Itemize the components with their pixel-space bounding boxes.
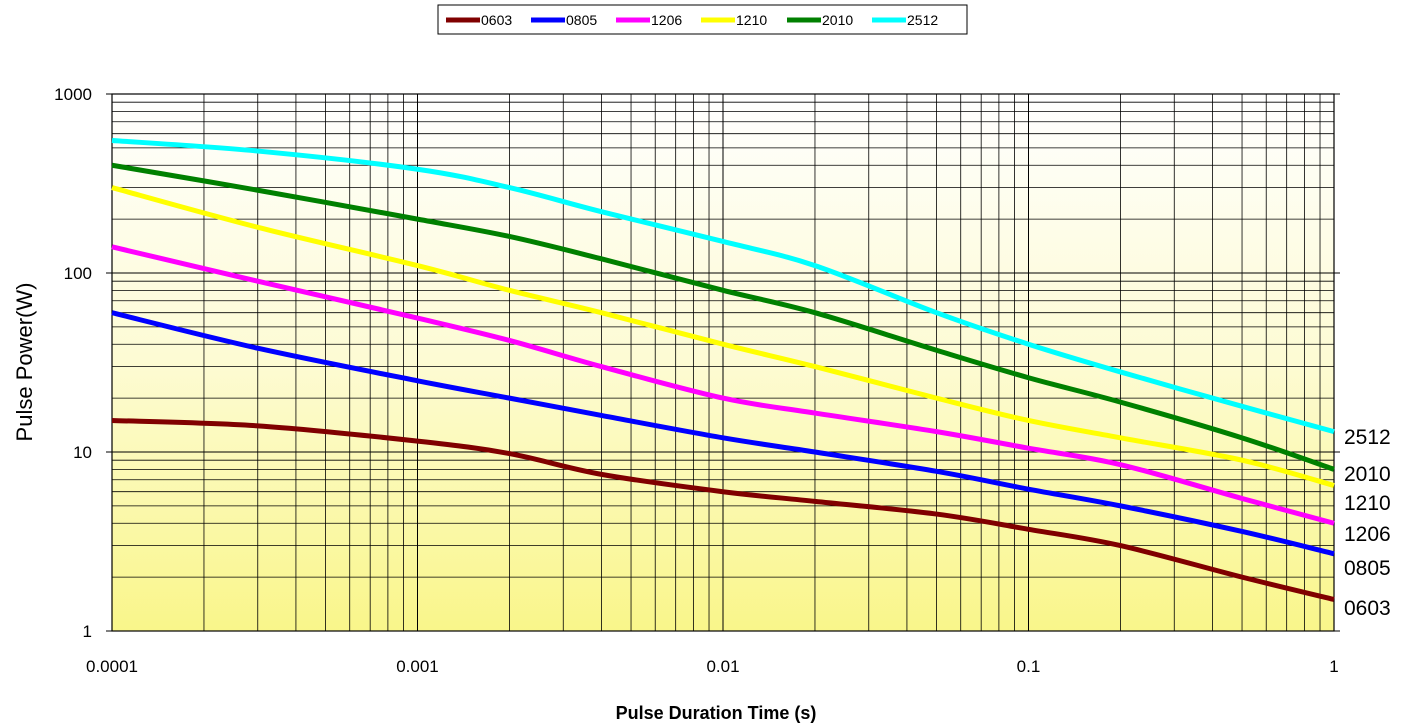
legend: 0603 0805 1206 1210 2010 2512 [437,4,968,35]
x-tick-label: 0.001 [396,657,439,676]
end-label-0805: 0805 [1344,557,1391,580]
legend-label-1206: 1206 [651,12,682,28]
x-tick-label: 0.0001 [86,657,138,676]
end-label-0603: 0603 [1344,597,1391,620]
x-tick-label: 0.01 [706,657,739,676]
end-label-2512: 2512 [1344,426,1391,449]
series-line-0603 [111,417,1335,602]
end-label-1206: 1206 [1344,523,1391,546]
y-axis-title: Pulse Power(W) [12,283,37,442]
series-line-1210 [111,185,1335,488]
y-tick-label: 100 [64,264,92,283]
end-labels: 0603 0805 1206 1210 2010 2512 [1344,426,1391,620]
end-label-1210: 1210 [1344,492,1391,515]
series-layer [111,137,1335,602]
x-tick-label: 1 [1329,657,1338,676]
legend-label-2010: 2010 [822,12,853,28]
x-axis-title: Pulse Duration Time (s) [616,703,817,723]
legend-label-2512: 2512 [907,12,938,28]
x-tick-label: 0.1 [1017,657,1041,676]
plot-frame [111,93,1335,632]
series-line-2512 [111,137,1335,435]
y-tick-label: 10 [73,443,92,462]
end-label-2010: 2010 [1344,463,1391,486]
y-tick-label: 1 [83,622,92,641]
legend-label-0805: 0805 [566,12,597,28]
legend-label-0603: 0603 [481,12,512,28]
series-line-1206 [111,244,1335,526]
y-tick-label: 1000 [54,85,92,104]
series-line-0805 [111,310,1335,557]
tick-labels: 0.0001 0.001 0.01 0.1 1 1 10 100 1000 [54,85,1339,676]
legend-label-1210: 1210 [736,12,767,28]
series-line-2010 [111,162,1335,472]
